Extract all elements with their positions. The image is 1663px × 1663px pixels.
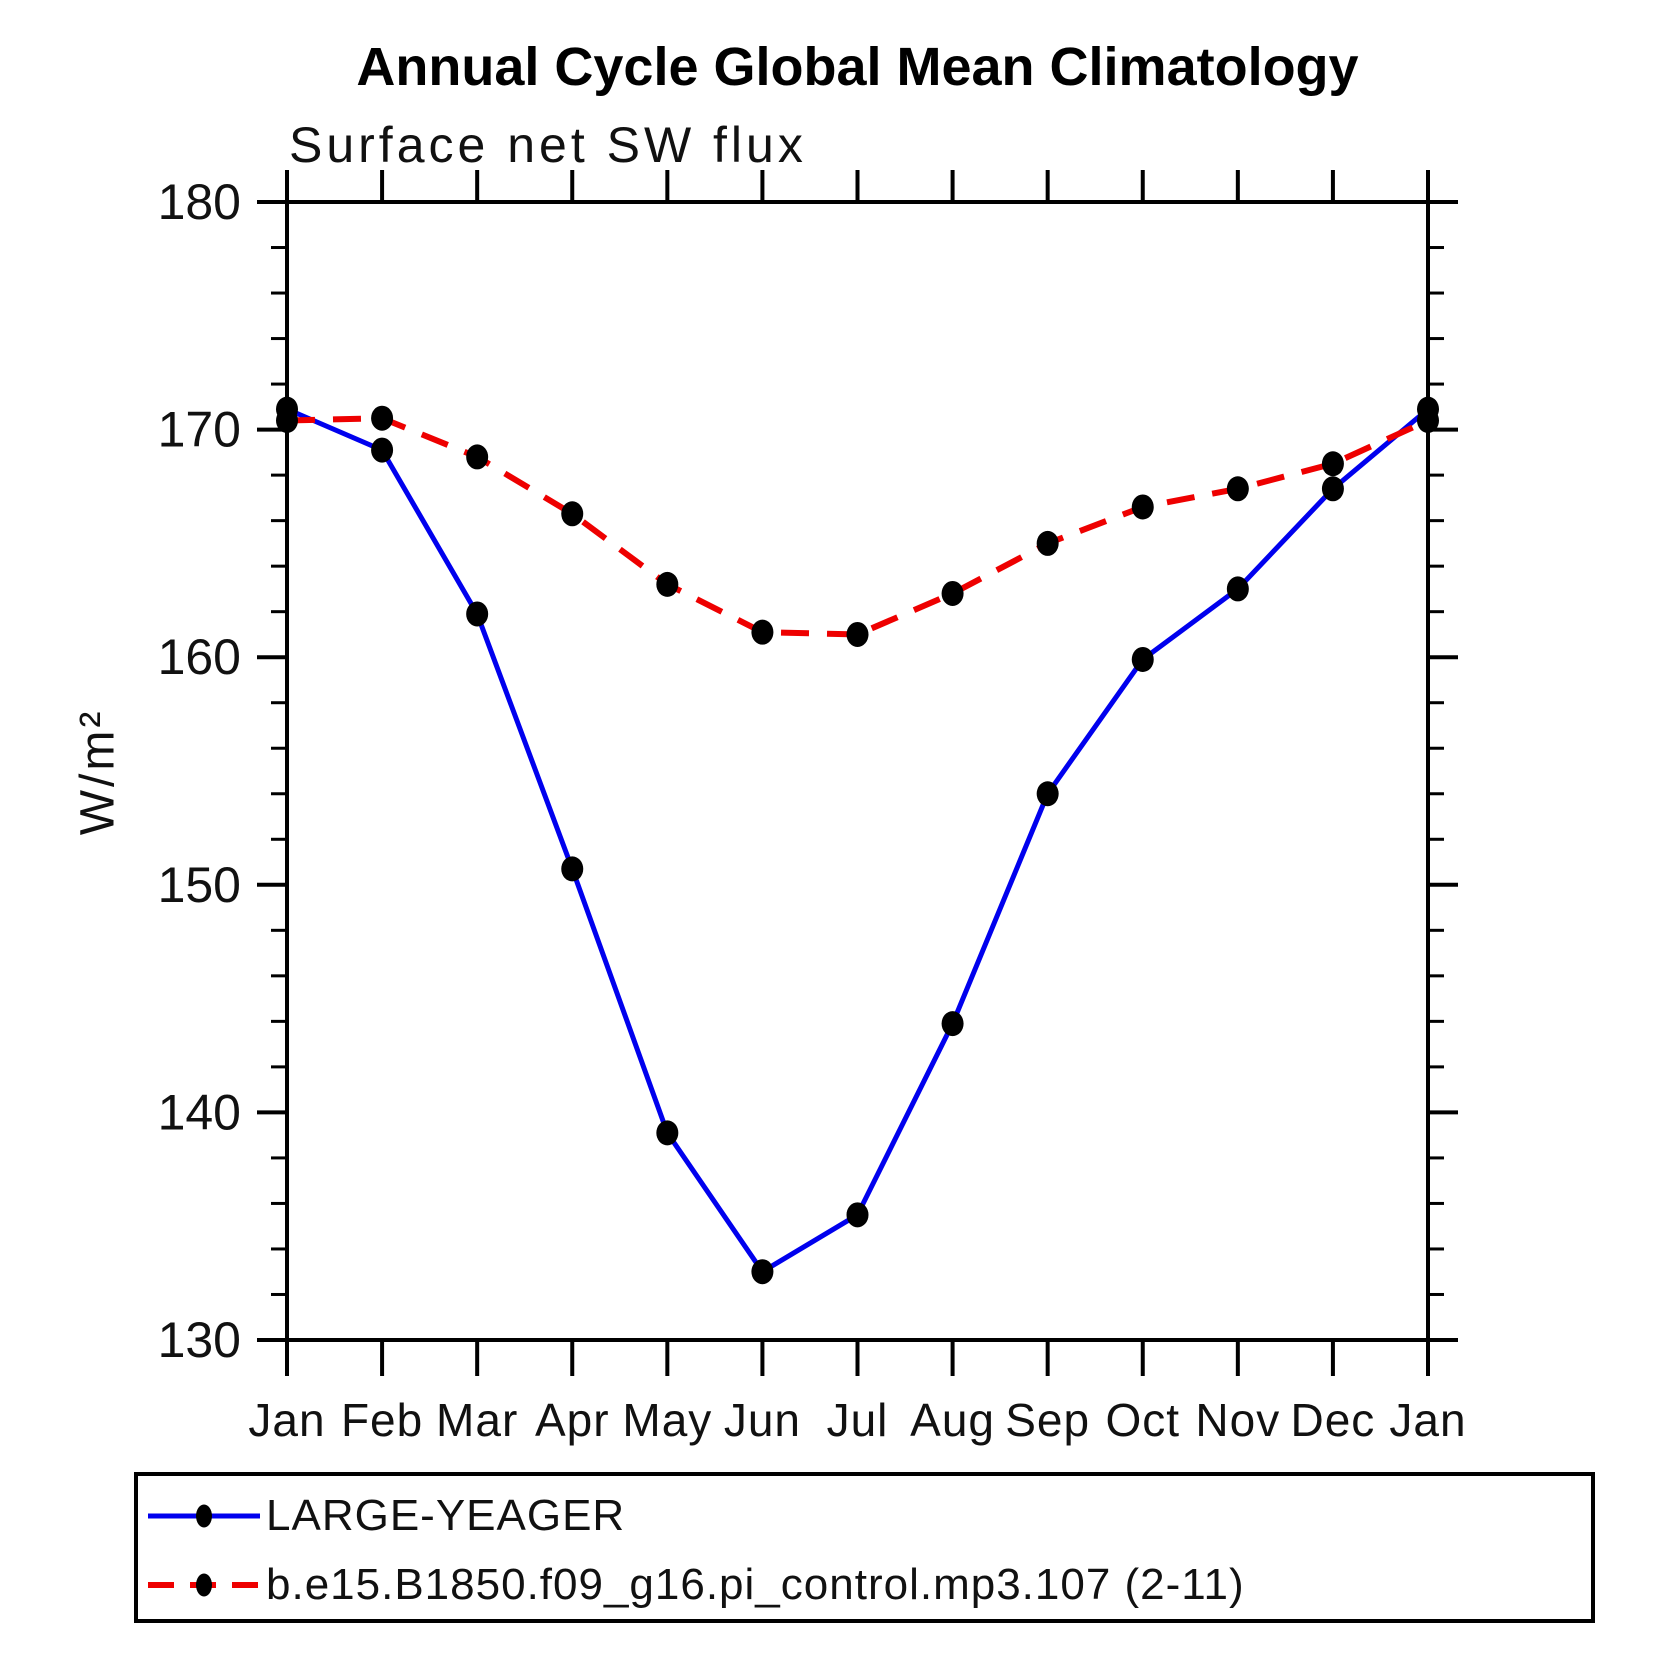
- data-point-marker: [276, 407, 298, 433]
- data-point-marker: [561, 856, 584, 882]
- x-tick-label: Oct: [1105, 1394, 1180, 1446]
- data-point-marker: [941, 1011, 964, 1037]
- x-tick-label: Jul: [827, 1394, 889, 1446]
- x-tick-label: Dec: [1291, 1394, 1376, 1446]
- data-point-marker: [751, 1259, 774, 1285]
- legend-marker-dot: [196, 1573, 212, 1597]
- data-point-marker: [656, 571, 679, 597]
- data-point-marker: [656, 1120, 679, 1146]
- data-point-marker: [1226, 476, 1249, 502]
- x-tick-label: Jan: [1389, 1394, 1466, 1446]
- data-point-marker: [1131, 494, 1154, 520]
- y-tick-label: 160: [158, 629, 241, 685]
- x-tick-label: May: [622, 1394, 712, 1446]
- data-point-marker: [1321, 476, 1344, 502]
- legend-line-sample-solid-blue: [148, 1504, 260, 1528]
- legend-item-pi-control: b.e15.B1850.f09_g16.pi_control.mp3.107 (…: [146, 1560, 1245, 1609]
- y-tick-label: 180: [158, 174, 241, 230]
- chart-subtitle: Surface net SW flux: [289, 117, 807, 173]
- x-tick-label: Jun: [724, 1394, 801, 1446]
- x-tick-label: Aug: [910, 1394, 995, 1446]
- x-tick-label: Apr: [535, 1394, 610, 1446]
- data-point-marker: [561, 501, 584, 527]
- y-tick-label: 150: [158, 857, 241, 913]
- legend-marker-dot: [196, 1504, 212, 1528]
- data-point-marker: [751, 619, 774, 645]
- data-point-marker: [1226, 576, 1249, 602]
- x-tick-label: Jan: [248, 1394, 325, 1446]
- x-tick-label: Nov: [1195, 1394, 1280, 1446]
- data-point-marker: [1131, 646, 1154, 672]
- data-point-marker: [371, 437, 394, 463]
- data-point-marker: [941, 580, 964, 606]
- data-point-marker: [466, 444, 489, 470]
- data-point-marker: [846, 621, 869, 647]
- x-tick-label: Mar: [436, 1394, 518, 1446]
- y-tick-label: 170: [158, 402, 241, 458]
- data-point-marker: [1036, 530, 1059, 556]
- series-line-1: [286, 415, 1430, 638]
- data-point-marker: [846, 1202, 869, 1228]
- y-tick-label: 130: [158, 1312, 241, 1368]
- data-point-marker: [466, 601, 489, 627]
- series-line-0: [286, 406, 1430, 1275]
- data-point-marker: [1417, 407, 1439, 433]
- chart-title: Annual Cycle Global Mean Climatology: [356, 37, 1359, 97]
- legend-box: LARGE-YEAGER b.e15.B1850.f09_g16.pi_cont…: [134, 1472, 1595, 1623]
- x-tick-label: Feb: [341, 1394, 423, 1446]
- axis-frame: [285, 200, 1430, 1342]
- legend-label-large-yeager: LARGE-YEAGER: [266, 1491, 626, 1540]
- legend-item-large-yeager: LARGE-YEAGER: [146, 1491, 626, 1540]
- legend-line-sample-dashed-red: [148, 1573, 260, 1597]
- y-tick-label: 140: [158, 1084, 241, 1140]
- data-point-marker: [1321, 451, 1344, 477]
- legend-label-pi-control: b.e15.B1850.f09_g16.pi_control.mp3.107 (…: [266, 1560, 1245, 1609]
- data-point-marker: [1036, 781, 1059, 807]
- x-tick-label: Sep: [1005, 1394, 1090, 1446]
- data-point-marker: [371, 405, 394, 431]
